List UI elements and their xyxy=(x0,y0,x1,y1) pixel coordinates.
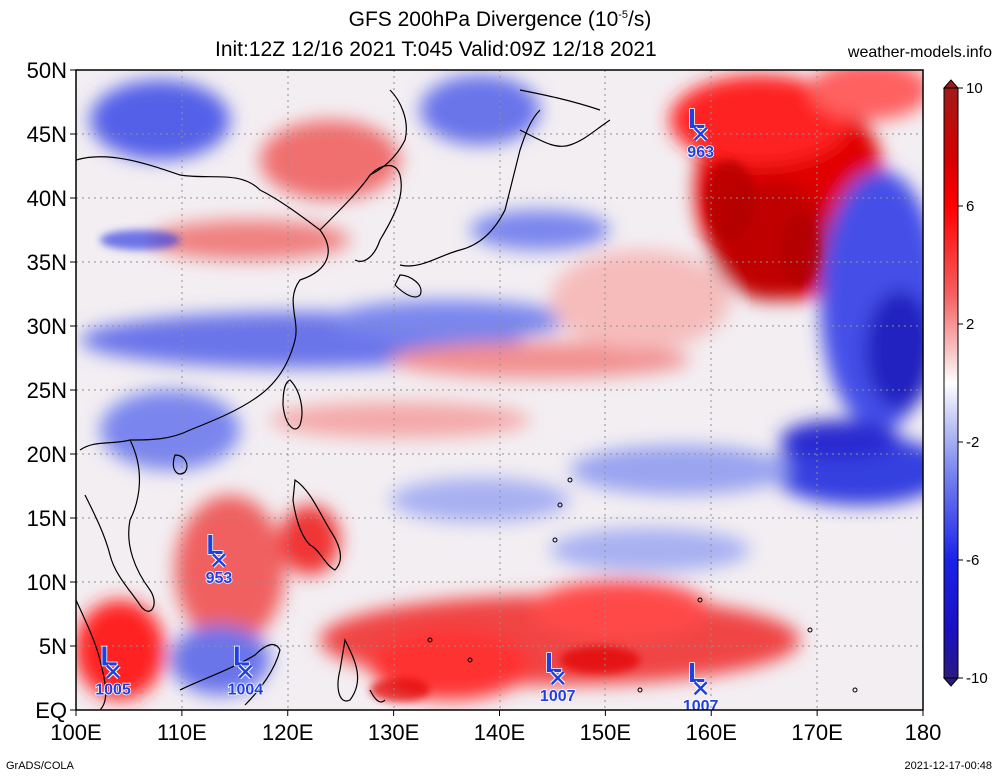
colorbar-tick-label: 6 xyxy=(966,198,974,215)
low-pressure-markers: L 963 L 953 L 1005 L 1004 L 1007 L 1007 xyxy=(95,102,720,715)
lat-tick-label: EQ xyxy=(35,698,67,723)
colorbar: 10 6 2 -2 -6 -10 xyxy=(942,79,988,687)
low-center-mark xyxy=(693,127,708,141)
low-pressure-center: L 963 xyxy=(687,102,715,162)
low-letter: L xyxy=(545,647,562,678)
map-subtitle: Init:12Z 12/16 2021 T:045 Valid:09Z 12/1… xyxy=(215,38,657,61)
low-pressure-label: 1005 xyxy=(95,682,131,699)
low-letter: L xyxy=(688,103,705,134)
low-center-mark xyxy=(212,553,226,568)
lon-tick-label: 160E xyxy=(686,720,737,745)
lat-tick-label: 40N xyxy=(27,186,67,211)
low-center-mark xyxy=(550,671,565,685)
low-pressure-label: 1007 xyxy=(540,688,576,705)
low-pressure-center: L 1005 xyxy=(95,640,132,700)
low-letter: L xyxy=(206,529,223,560)
colorbar-tick-label: -10 xyxy=(966,670,988,687)
lat-tick-label: 50N xyxy=(27,58,67,83)
lon-tick-label: 120E xyxy=(262,720,313,745)
small-islands xyxy=(427,477,858,693)
low-center-mark xyxy=(238,664,253,679)
map-title: GFS 200hPa Divergence (10-5/s) xyxy=(348,8,652,31)
lon-tick-label: 100E xyxy=(50,720,101,745)
lat-tick-label: 10N xyxy=(27,570,67,595)
lat-tick-label: 5N xyxy=(39,634,67,659)
longitude-axis: 100E 110E 120E 130E 140E 150E 160E 170E 180 xyxy=(50,710,941,745)
low-pressure-label: 963 xyxy=(687,144,714,161)
lat-tick-label: 30N xyxy=(27,314,67,339)
colorbar-bottom-arrow xyxy=(942,677,960,687)
site-credit: weather-models.info xyxy=(847,44,992,61)
colorbar-tick-label: 2 xyxy=(966,316,974,333)
low-pressure-label: 1007 xyxy=(683,698,719,715)
low-pressure-center: L 953 xyxy=(205,528,233,588)
colorbar-tick-label: -6 xyxy=(966,552,979,569)
lat-tick-label: 20N xyxy=(27,442,67,467)
lat-tick-label: 25N xyxy=(27,378,67,403)
low-pressure-center: L 1007 xyxy=(539,646,576,706)
low-letter: L xyxy=(688,657,705,688)
lat-tick-label: 35N xyxy=(27,250,67,275)
lat-tick-label: 15N xyxy=(27,506,67,531)
low-pressure-center: L 1007 xyxy=(682,656,719,715)
low-center-mark xyxy=(106,664,120,679)
divergence-field: L 963 L 953 L 1005 L 1004 L 1007 L 1007 xyxy=(76,70,923,715)
lon-tick-label: 170E xyxy=(791,720,842,745)
low-pressure-center: L 1004 xyxy=(227,640,264,700)
low-center-mark xyxy=(693,681,708,696)
low-pressure-label: 1004 xyxy=(228,682,264,699)
footer-software: GrADS/COLA xyxy=(6,760,74,772)
colorbar-tick-label: 10 xyxy=(966,80,983,97)
lat-tick-label: 45N xyxy=(27,122,67,147)
lon-tick-label: 130E xyxy=(368,720,419,745)
low-pressure-label: 953 xyxy=(206,570,233,587)
coastlines xyxy=(76,89,611,710)
low-letter: L xyxy=(233,641,250,672)
lon-tick-label: 140E xyxy=(474,720,525,745)
low-letter: L xyxy=(101,641,118,672)
colorbar-tick-label: -2 xyxy=(966,434,979,451)
colorbar-bar xyxy=(943,87,959,679)
footer-timestamp: 2021-12-17-00:48 xyxy=(904,760,992,772)
colorbar-top-arrow xyxy=(942,79,960,89)
lon-tick-label: 180 xyxy=(905,720,942,745)
map-gridlines xyxy=(76,70,923,710)
latitude-axis: 50N 45N 40N 35N 30N 25N 20N 15N 10N 5N EQ xyxy=(27,58,76,723)
lon-tick-label: 150E xyxy=(580,720,631,745)
lon-tick-label: 110E xyxy=(157,720,207,745)
